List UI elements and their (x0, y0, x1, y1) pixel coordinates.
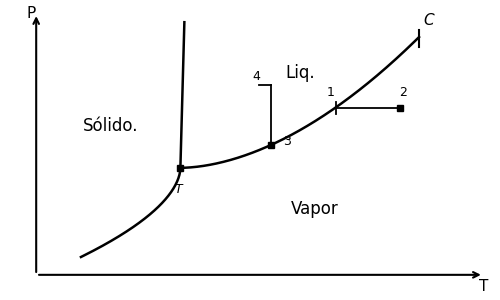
Text: T: T (174, 183, 182, 196)
Text: 3: 3 (284, 135, 292, 148)
Text: C: C (424, 13, 434, 28)
Text: Liq.: Liq. (285, 64, 314, 82)
Text: P: P (26, 6, 36, 21)
Text: 4: 4 (252, 70, 260, 83)
Text: 1: 1 (326, 86, 334, 99)
Text: 2: 2 (398, 86, 406, 99)
Text: T: T (479, 279, 488, 294)
Text: Sólido.: Sólido. (83, 117, 138, 135)
Text: Vapor: Vapor (291, 200, 339, 218)
